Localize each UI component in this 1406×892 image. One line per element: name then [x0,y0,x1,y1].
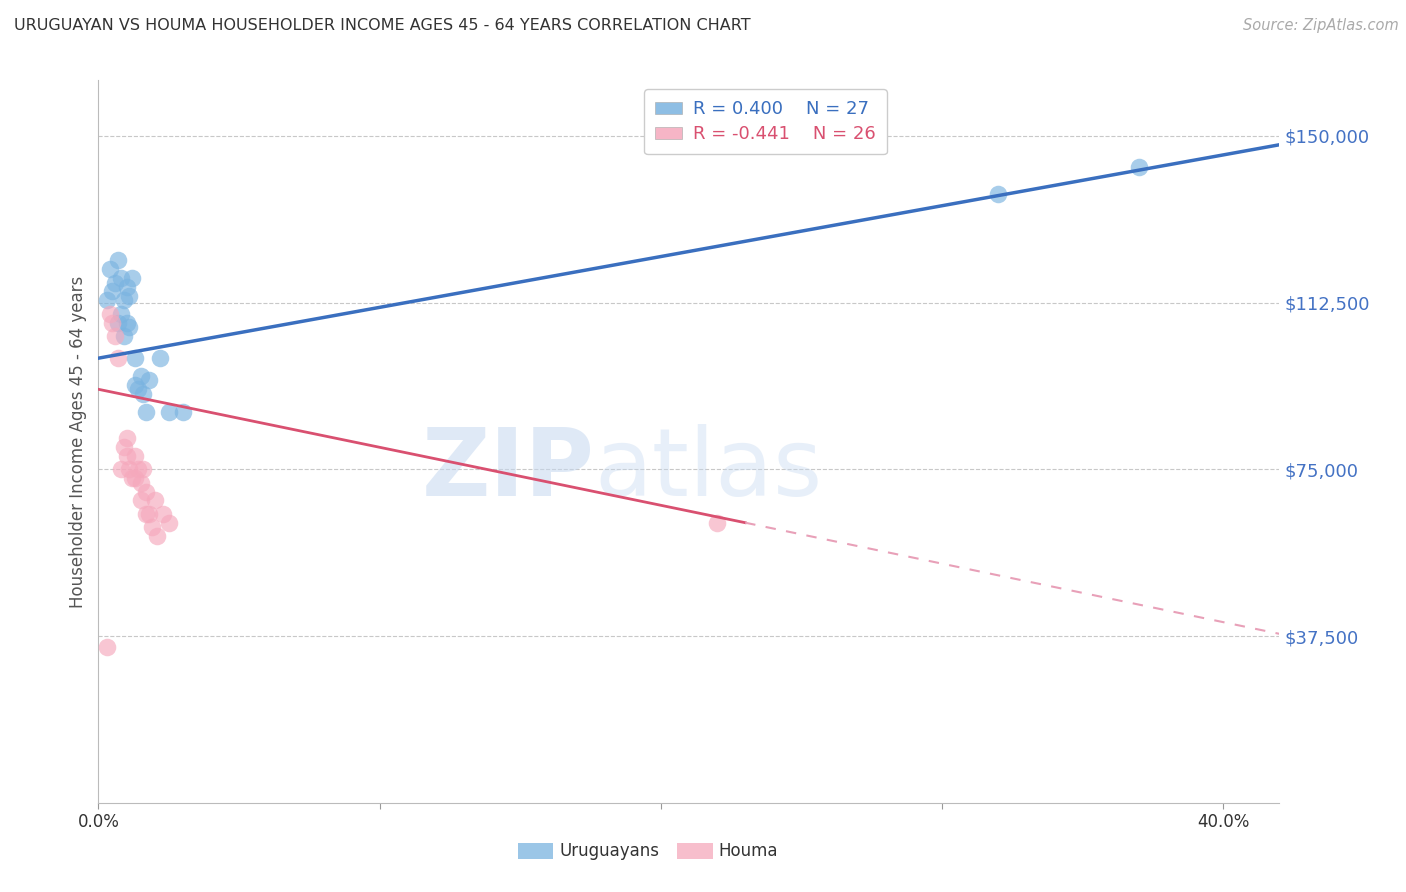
Point [112,293,135,308]
Point [104,329,127,343]
Point [157,516,180,530]
Point [115,316,138,330]
Y-axis label: Householder Income Ages 45 - 64 years: Householder Income Ages 45 - 64 years [69,276,87,607]
Point [98,262,121,277]
Point [124,377,146,392]
Point [115,449,138,463]
Point [138,373,160,387]
Point [157,404,180,418]
Point [101,316,124,330]
FancyBboxPatch shape [517,843,553,859]
Point [135,484,157,499]
Point [101,285,124,299]
Point [706,516,728,530]
Point [115,431,138,445]
Point [172,404,194,418]
Text: ZIP: ZIP [422,425,595,516]
Point [127,382,149,396]
Text: Uruguayans: Uruguayans [560,842,659,860]
Point [110,271,132,285]
Point [104,276,127,290]
Point [129,368,152,383]
Point [132,386,155,401]
Point [107,253,129,268]
Point [121,471,143,485]
Point [124,449,146,463]
Point [112,329,135,343]
Point [152,507,174,521]
Point [98,307,121,321]
Point [132,462,155,476]
Point [110,307,132,321]
Text: URUGUAYAN VS HOUMA HOUSEHOLDER INCOME AGES 45 - 64 YEARS CORRELATION CHART: URUGUAYAN VS HOUMA HOUSEHOLDER INCOME AG… [14,18,751,33]
Point [118,462,141,476]
Point [129,493,152,508]
Point [107,351,129,366]
Point [129,475,152,490]
Point [107,316,129,330]
Point [121,271,143,285]
Point [110,462,132,476]
Point [96,293,118,308]
Text: atlas: atlas [595,425,823,516]
Point [143,493,166,508]
Point [96,640,118,655]
Point [124,471,146,485]
FancyBboxPatch shape [678,843,713,859]
Point [1128,160,1150,174]
Point [118,289,141,303]
Point [987,186,1010,201]
Text: Houma: Houma [718,842,778,860]
Point [138,507,160,521]
Text: Source: ZipAtlas.com: Source: ZipAtlas.com [1243,18,1399,33]
Point [141,520,163,534]
Point [149,351,172,366]
Point [124,351,146,366]
Point [118,320,141,334]
Point [127,462,149,476]
Point [112,440,135,454]
Point [115,280,138,294]
Point [135,507,157,521]
Point [135,404,157,418]
Legend: R = 0.400    N = 27, R = -0.441    N = 26: R = 0.400 N = 27, R = -0.441 N = 26 [644,89,887,154]
Point [146,529,169,543]
